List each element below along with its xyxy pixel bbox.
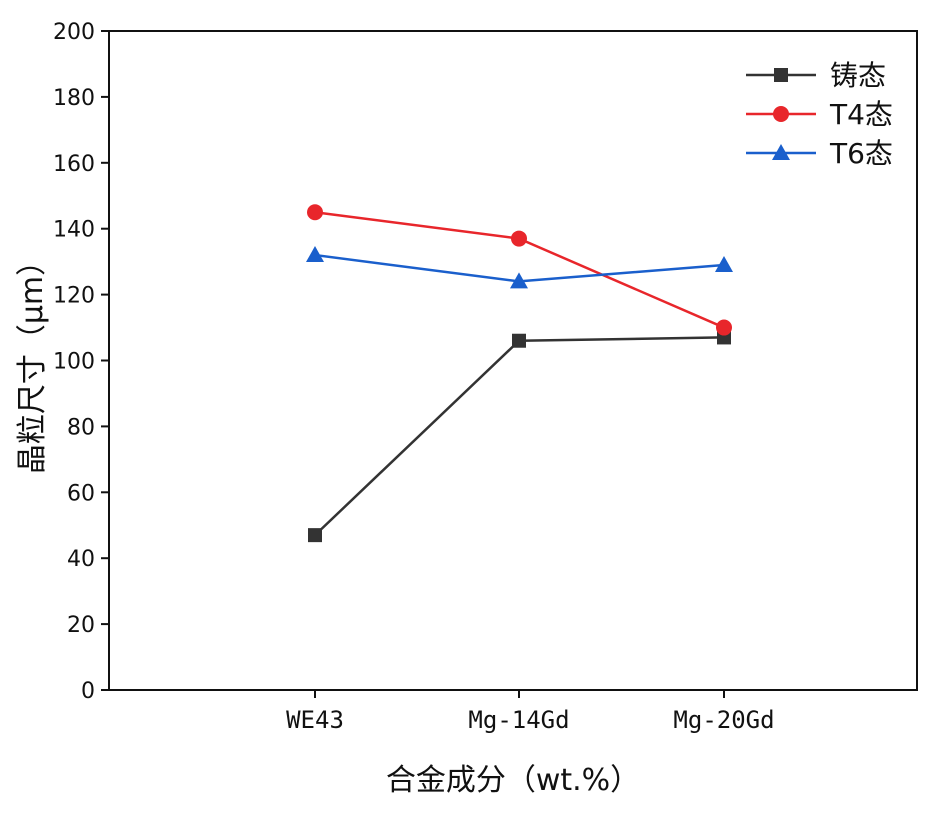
- y-tick-label: 60: [67, 481, 95, 506]
- legend-label: T6态: [829, 137, 893, 170]
- series-layer: [306, 204, 733, 543]
- legend-item: T4态: [746, 98, 893, 131]
- x-tick-label: Mg-14Gd: [468, 706, 569, 734]
- x-tick-label: Mg-20Gd: [673, 706, 774, 734]
- data-point: [510, 272, 528, 289]
- y-axis: 0 20 40 60 80 100 120 140 160 180 200: [53, 20, 109, 704]
- x-axis: WE43 Mg-14Gd Mg-20Gd: [286, 690, 775, 734]
- data-point: [715, 255, 733, 272]
- y-tick-label: 120: [53, 284, 95, 309]
- series-0: [308, 330, 731, 543]
- series-line: [314, 336, 725, 537]
- legend-label: 铸态: [830, 59, 886, 92]
- y-tick-label: 100: [53, 350, 95, 375]
- y-tick-label: 140: [53, 218, 95, 243]
- y-tick-label: 20: [67, 613, 95, 638]
- data-point: [512, 333, 526, 348]
- x-tick-label: WE43: [286, 706, 344, 734]
- series-2: [306, 246, 733, 289]
- y-axis-title: 晶粒尺寸（μm）: [15, 246, 50, 474]
- y-tick-label: 0: [81, 679, 95, 704]
- series-1: [307, 204, 732, 336]
- legend-label: T4态: [829, 98, 893, 131]
- plot-area-frame: [108, 30, 918, 691]
- legend-marker: [774, 68, 788, 82]
- legend: 铸态 T4态 T6态: [746, 59, 893, 170]
- data-point: [308, 528, 322, 543]
- y-tick-label: 180: [53, 86, 95, 111]
- legend-item: T6态: [746, 137, 893, 170]
- y-tick-label: 200: [53, 20, 95, 45]
- legend-item: 铸态: [746, 59, 886, 92]
- data-point: [307, 204, 323, 221]
- data-point: [511, 230, 527, 247]
- data-point: [306, 246, 324, 263]
- y-tick-label: 40: [67, 547, 95, 572]
- y-tick-label: 80: [67, 415, 95, 440]
- data-point: [716, 319, 732, 336]
- x-axis-title: 合金成分（wt.%）: [386, 763, 640, 798]
- legend-marker: [772, 144, 790, 160]
- y-tick-label: 160: [53, 152, 95, 177]
- legend-marker: [773, 106, 789, 122]
